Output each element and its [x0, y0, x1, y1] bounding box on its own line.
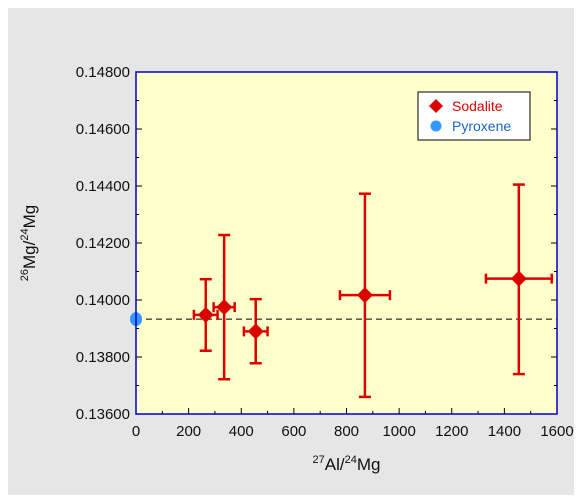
x-tick-label: 1200 — [435, 423, 468, 440]
x-tick-label: 400 — [229, 423, 254, 440]
y-axis-title-main: Mg/ — [20, 240, 39, 269]
x-axis-title-main: Al/ — [325, 455, 345, 474]
x-axis-title-end: Mg — [357, 455, 381, 474]
sodalite-marker — [247, 323, 264, 340]
x-tick-label: 1000 — [382, 423, 415, 440]
sodalite-marker — [356, 287, 373, 304]
y-tick-label: 0.14200 — [76, 235, 130, 252]
sodalite-marker — [510, 270, 527, 287]
y-tick-label: 0.14400 — [76, 178, 130, 195]
data-marks — [130, 183, 553, 399]
legend-label-pyroxene: Pyroxene — [452, 118, 511, 134]
legend-marker-pyroxene — [430, 120, 442, 132]
x-tick-label: 800 — [334, 423, 359, 440]
x-tick-label: 200 — [176, 423, 201, 440]
y-tick-label: 0.14600 — [76, 121, 130, 138]
y-axis-title-end: Mg — [20, 205, 39, 229]
sodalite-marker — [197, 306, 214, 323]
y-axis-title: 26Mg/24Mg — [19, 205, 39, 281]
x-axis-title-sup: 27 — [313, 454, 325, 466]
sodalite-point — [192, 277, 219, 352]
y-axis-title-sup: 26 — [19, 269, 31, 281]
legend-label-sodalite: Sodalite — [452, 98, 503, 114]
sodalite-marker — [216, 299, 233, 316]
x-tick-label: 1400 — [488, 423, 521, 440]
y-tick-label: 0.13800 — [76, 349, 130, 366]
x-axis-title-sup2: 24 — [345, 454, 357, 466]
legend: Sodalite Pyroxene — [417, 91, 531, 141]
y-tick-label: 0.14800 — [76, 64, 130, 81]
sodalite-point — [338, 192, 392, 399]
x-tick-label: 600 — [281, 423, 306, 440]
sodalite-point — [484, 183, 553, 376]
x-tick-label: 0 — [132, 423, 140, 440]
y-tick-label: 0.13600 — [76, 406, 130, 423]
tick-labels: 0 200 400 600 800 1000 1200 1400 1600 0.13600 0.13… — [76, 64, 574, 440]
legend-marker-sodalite — [429, 99, 443, 113]
y-tick-label: 0.14000 — [76, 292, 130, 309]
sodalite-point — [212, 233, 236, 381]
y-axis-title-sup2: 24 — [19, 228, 31, 240]
plot-border — [135, 71, 558, 415]
x-axis-title: 27Al/24Mg — [313, 454, 381, 474]
sodalite-point — [242, 297, 269, 365]
x-tick-label: 1600 — [540, 423, 573, 440]
